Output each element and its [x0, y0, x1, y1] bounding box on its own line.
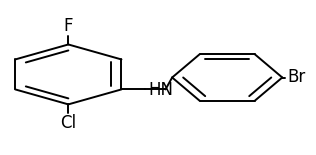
Text: Cl: Cl — [60, 114, 76, 132]
Text: Br: Br — [287, 69, 305, 86]
Text: F: F — [64, 17, 73, 35]
Text: HN: HN — [148, 81, 173, 99]
